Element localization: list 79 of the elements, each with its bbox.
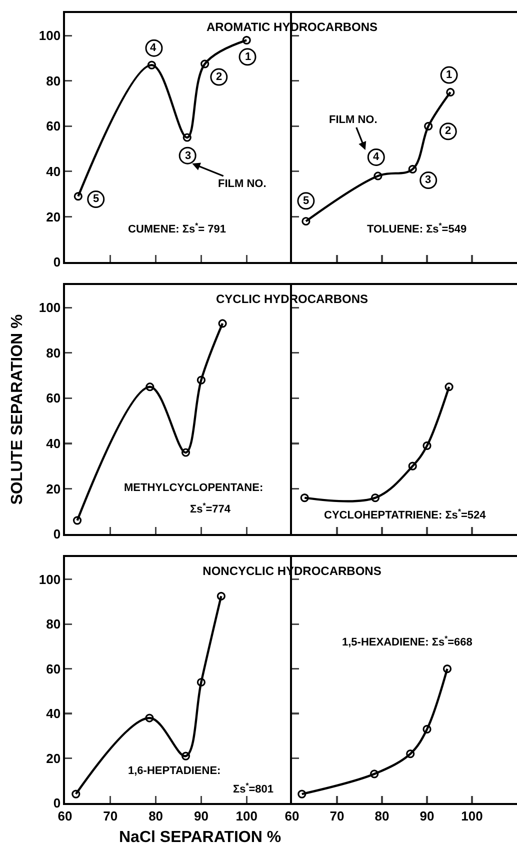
y-tick-label: 80 [46, 616, 61, 632]
x-tick-label: 70 [330, 808, 344, 824]
point [422, 724, 432, 734]
annotation: FILM NO. [329, 114, 378, 126]
y-tick-label: 80 [46, 345, 61, 360]
annotation: CYCLOHEPTATRIENE: Σs$^{*}$=524 [324, 507, 487, 522]
y-tick-label: 100 [38, 28, 61, 44]
point [182, 133, 192, 142]
y-tick-label: 40 [46, 164, 61, 179]
point [406, 750, 415, 758]
point [72, 516, 82, 525]
point [442, 664, 452, 674]
point [147, 60, 156, 70]
y-tick-label: 80 [46, 73, 61, 88]
annotation: CUMENE: Σs$^{*}$= 791 [128, 221, 226, 236]
point [196, 376, 206, 384]
x-tick-label: 80 [148, 808, 164, 824]
x-tick-label: 70 [103, 808, 118, 824]
y-tick-label: 0 [53, 526, 61, 542]
point [72, 790, 80, 798]
y-axis-title: SOLUTE SEPARATION % [9, 314, 26, 505]
point [196, 678, 206, 687]
y-tick-label: 100 [38, 572, 61, 587]
x-axis-title: NaCl SEPARATION % [119, 829, 282, 846]
point [146, 382, 154, 392]
point [218, 319, 227, 328]
annotation: Σs$^{*}$=774 [190, 501, 232, 516]
annotation: METHYLCYCLOPENTANE: [124, 482, 264, 494]
annotation: 4 [150, 42, 157, 54]
annotation: 3 [425, 174, 432, 186]
annotation: 1 [446, 69, 452, 81]
y-tick-label: 0 [53, 254, 61, 270]
y-tick-label: 20 [46, 209, 61, 224]
x-tick-label: 80 [374, 808, 390, 824]
annotation: Σs$^{*}$=801 [233, 781, 274, 796]
annotation: 1,6-HEPTADIENE: [128, 765, 221, 777]
annotation: 2 [216, 71, 222, 83]
y-tick-label: 0 [53, 796, 61, 811]
x-tick-label: 100 [236, 808, 258, 824]
annotation: 5 [93, 193, 100, 205]
point [408, 462, 417, 470]
point [422, 441, 432, 450]
point [74, 192, 82, 201]
y-tick-label: 60 [46, 390, 61, 406]
x-tick-label: 90 [420, 808, 434, 824]
x-tick-label: 90 [194, 808, 208, 824]
point [370, 493, 380, 502]
annotation: 4 [373, 151, 380, 163]
point [216, 592, 226, 600]
annotation: 1 [245, 51, 252, 63]
x-tick-label: 60 [284, 808, 300, 824]
annotation: 5 [303, 195, 310, 207]
y-tick-label: 60 [46, 118, 61, 134]
point [374, 172, 382, 180]
point [424, 122, 433, 130]
y-tick-label: 40 [46, 706, 61, 722]
annotation: 1,5-HEXADIENE: Σs$^{*}$=668 [342, 634, 472, 649]
annotation: FILM NO. [218, 178, 266, 190]
y-tick-label: 20 [46, 750, 61, 766]
annotation: 3 [185, 150, 192, 162]
y-tick-label: 60 [46, 661, 61, 676]
point [181, 448, 190, 457]
point [300, 493, 309, 502]
point [298, 790, 306, 798]
point [181, 752, 190, 760]
point [408, 164, 417, 174]
point [302, 216, 310, 226]
point [370, 770, 379, 778]
y-tick-label: 20 [46, 481, 61, 496]
annotation: 2 [445, 125, 452, 137]
point [145, 714, 154, 722]
point [446, 88, 455, 97]
point [200, 60, 210, 68]
x-tick-label: 100 [461, 808, 483, 824]
point [242, 36, 251, 44]
y-tick-label: 40 [46, 436, 61, 451]
point [444, 382, 454, 392]
annotation: TOLUENE: Σs$^{*}$=549 [367, 221, 467, 236]
y-tick-label: 100 [38, 300, 61, 316]
